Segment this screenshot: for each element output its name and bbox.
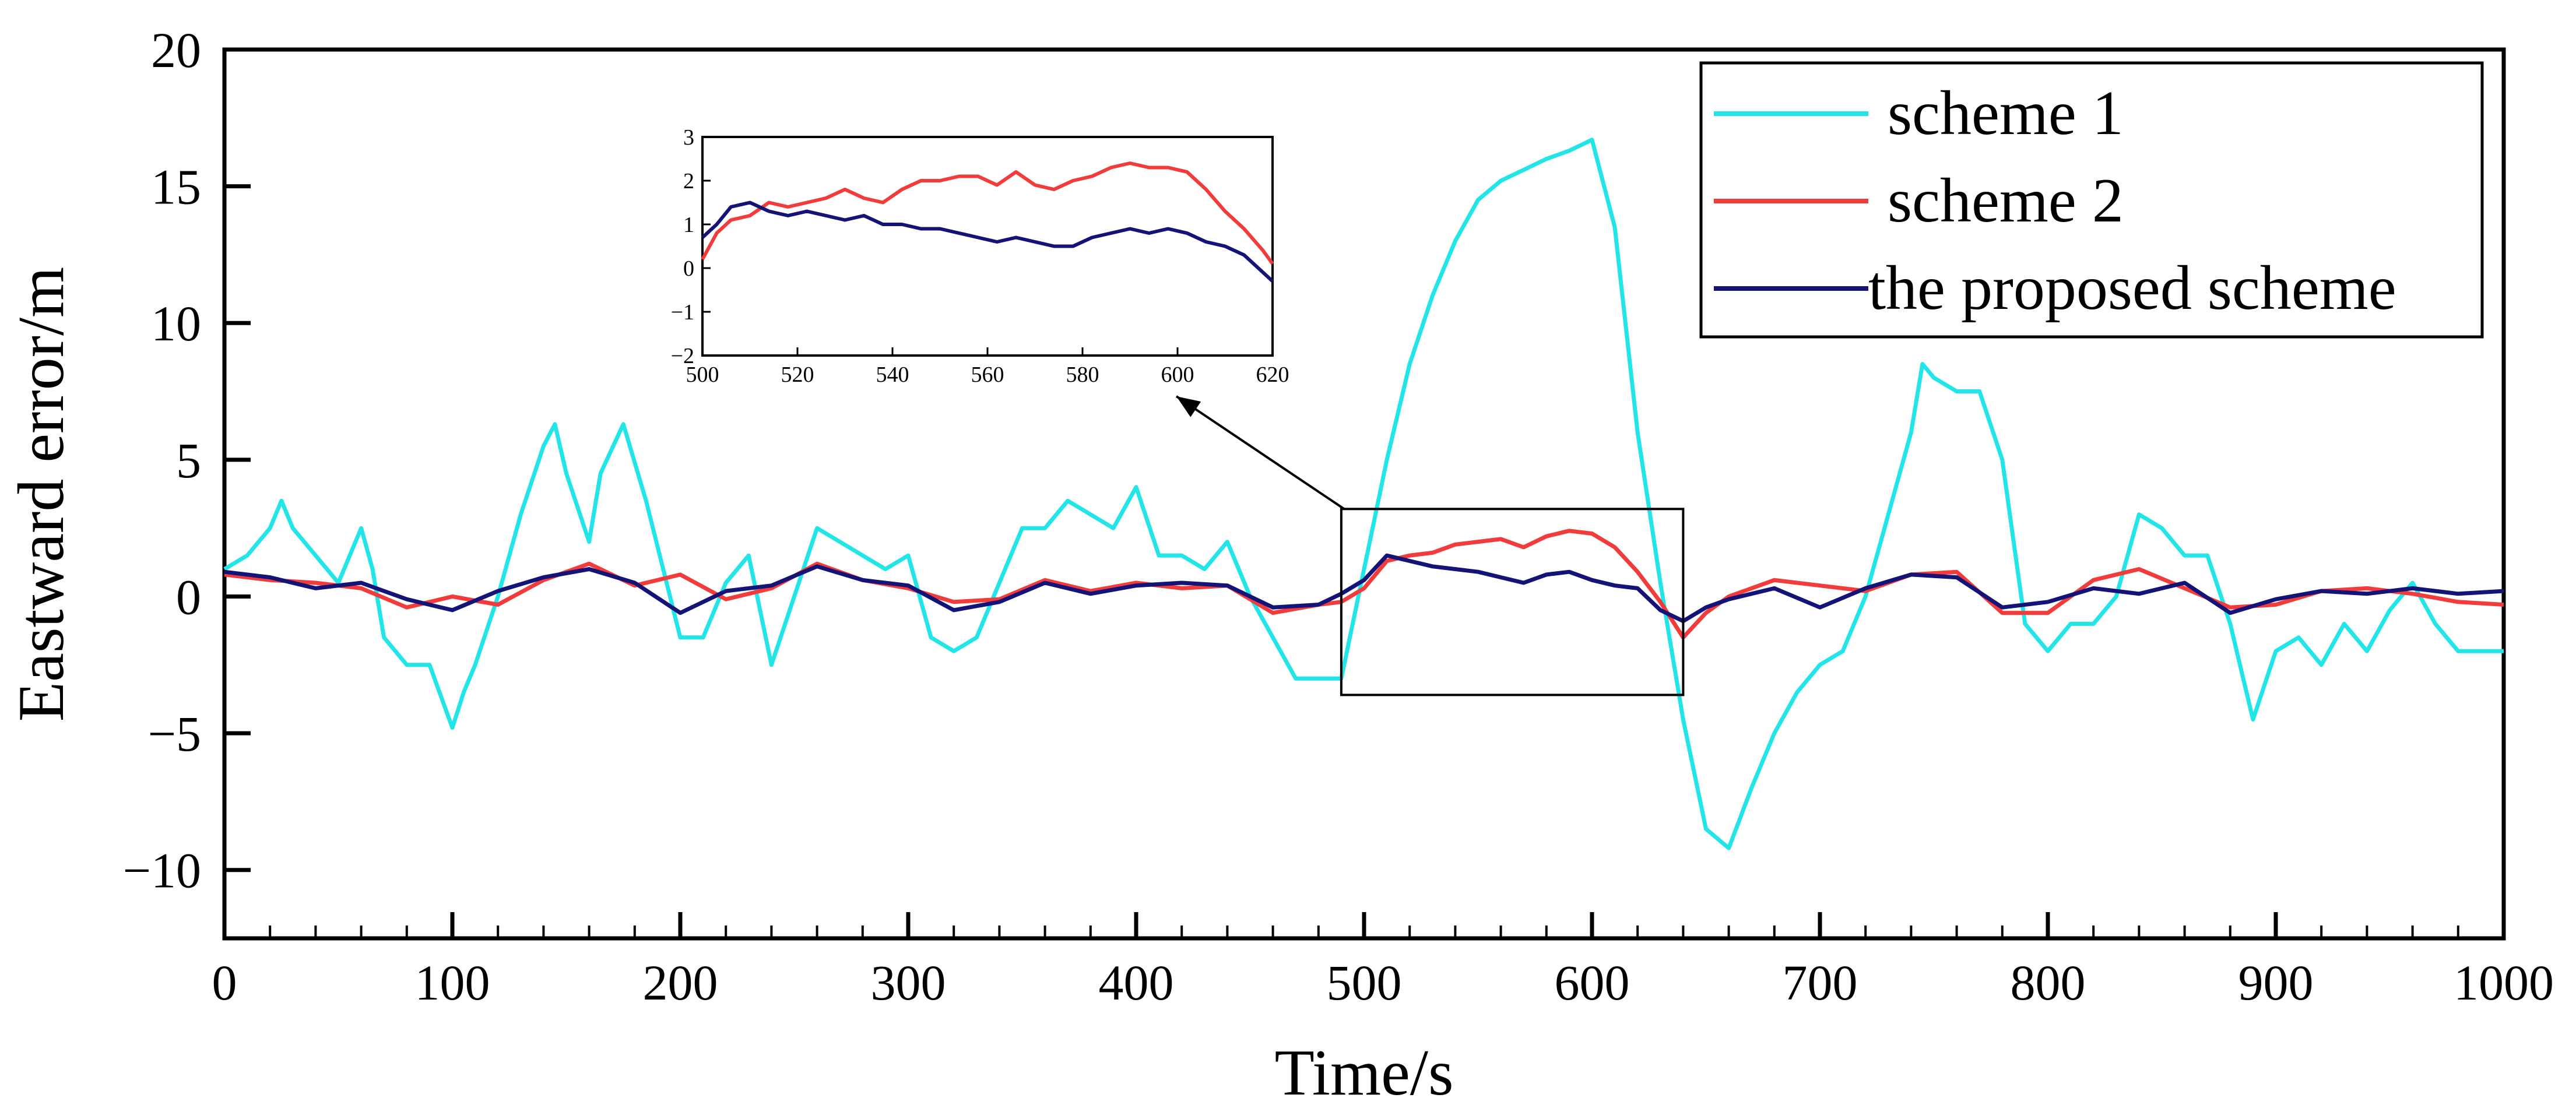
inset-series-line-scheme-2 bbox=[701, 161, 1274, 265]
legend: scheme 1 scheme 2 the proposed scheme bbox=[1699, 61, 2484, 339]
y-axis-ticks: −10 −5 0 5 10 15 20 bbox=[122, 22, 251, 899]
y-tick-label: 20 bbox=[151, 22, 201, 78]
inset-y-tick-label: 0 bbox=[683, 256, 694, 281]
inset-y-tick-label: 2 bbox=[683, 169, 694, 193]
inset-series-line-the-proposed-scheme bbox=[701, 200, 1274, 283]
legend-box bbox=[1699, 61, 2484, 339]
x-tick-label: 100 bbox=[415, 955, 490, 1011]
zoom-callout-arrow bbox=[1175, 395, 1345, 510]
inset-y-tick-label: −2 bbox=[671, 344, 694, 368]
inset-series-group bbox=[701, 161, 1274, 283]
inset-y-tick-label: −1 bbox=[671, 300, 694, 325]
y-tick-label: −10 bbox=[122, 843, 201, 899]
x-tick-label: 200 bbox=[643, 955, 718, 1011]
x-tick-label: 900 bbox=[2238, 955, 2314, 1011]
series-line-scheme-1 bbox=[223, 138, 2504, 850]
x-tick-label: 800 bbox=[2011, 955, 2086, 1011]
y-tick-label: 0 bbox=[176, 569, 201, 625]
legend-label-scheme-1: scheme 1 bbox=[1888, 79, 2124, 148]
x-tick-label: 500 bbox=[1327, 955, 1402, 1011]
inset-y-tick-label: 1 bbox=[683, 213, 694, 237]
legend-label-proposed-scheme: the proposed scheme bbox=[1868, 254, 2396, 323]
legend-label-scheme-2: scheme 2 bbox=[1888, 166, 2124, 235]
y-tick-label: 15 bbox=[151, 159, 201, 215]
x-tick-label: 700 bbox=[1783, 955, 1858, 1011]
main-series-group bbox=[223, 138, 2504, 850]
y-tick-label: 5 bbox=[176, 432, 201, 488]
inset-y-axis-ticks: −2 −1 0 1 2 3 bbox=[671, 125, 711, 368]
inset-x-tick-label: 560 bbox=[971, 363, 1004, 387]
zoom-callout-arrowhead bbox=[1176, 396, 1201, 417]
x-tick-label: 0 bbox=[212, 955, 237, 1011]
x-tick-label: 600 bbox=[1555, 955, 1630, 1011]
y-axis-title: Eastward error/m bbox=[5, 267, 78, 722]
inset-x-tick-label: 500 bbox=[686, 363, 719, 387]
x-axis-ticks: 0 100 200 300 400 500 600 700 800 900 1000 bbox=[212, 912, 2554, 1011]
inset-x-tick-label: 520 bbox=[781, 363, 814, 387]
y-tick-label: −5 bbox=[147, 706, 201, 762]
series-line-the-proposed-scheme bbox=[224, 553, 2504, 624]
inset-x-tick-label: 600 bbox=[1161, 363, 1194, 387]
inset-x-tick-label: 540 bbox=[876, 363, 909, 387]
inset-y-tick-label: 3 bbox=[683, 125, 694, 150]
inset-x-axis-ticks: 500 520 540 560 580 600 620 bbox=[686, 347, 1289, 387]
y-tick-label: 10 bbox=[151, 295, 201, 351]
inset-x-tick-label: 580 bbox=[1066, 363, 1099, 387]
x-tick-label: 400 bbox=[1099, 955, 1174, 1011]
inset-chart: 500 520 540 560 580 600 620 −2 −1 0 1 2 3 bbox=[671, 125, 1289, 387]
series-line-scheme-2 bbox=[224, 529, 2504, 640]
inset-plot-area bbox=[701, 136, 1274, 357]
x-axis-title: Time/s bbox=[1274, 1037, 1453, 1109]
zoom-region-box bbox=[1340, 508, 1685, 696]
x-tick-label: 1000 bbox=[2454, 955, 2554, 1011]
inset-x-tick-label: 620 bbox=[1256, 363, 1289, 387]
x-tick-label: 300 bbox=[871, 955, 946, 1011]
